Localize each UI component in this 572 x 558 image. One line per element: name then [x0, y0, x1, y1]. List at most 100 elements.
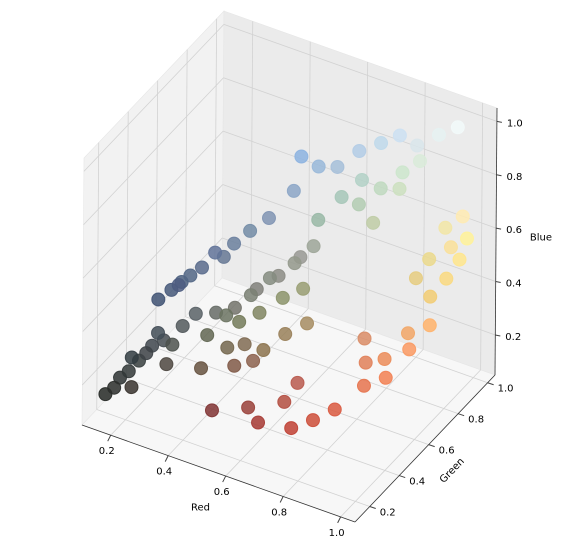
point: [395, 165, 410, 180]
point: [374, 136, 389, 151]
point: [366, 215, 381, 230]
point: [237, 337, 252, 352]
grid-line: [307, 41, 311, 309]
z-tick-label: 0.2: [505, 332, 521, 343]
x-tick: [164, 455, 169, 462]
point: [392, 128, 407, 143]
x-tick: [279, 496, 284, 503]
point: [431, 127, 446, 142]
point: [159, 357, 174, 372]
grid-line: [223, 23, 498, 122]
point: [296, 281, 311, 296]
point: [311, 159, 326, 174]
y-tick: [428, 444, 435, 448]
grid-line: [125, 111, 129, 379]
grid-line: [223, 77, 497, 176]
point: [357, 331, 372, 346]
point: [151, 292, 166, 307]
point: [378, 370, 393, 385]
grid-line: [214, 18, 218, 286]
axis-line: [354, 374, 496, 523]
point: [455, 209, 470, 224]
point: [246, 353, 261, 368]
point: [241, 400, 256, 415]
point: [290, 375, 305, 390]
point: [401, 326, 416, 341]
grid-line: [225, 328, 366, 477]
point: [219, 308, 234, 323]
z-tick: [496, 174, 502, 177]
x-tick: [222, 475, 227, 483]
point: [200, 328, 215, 343]
point: [356, 378, 371, 393]
point: [408, 271, 423, 286]
y-axis-label: Green: [438, 456, 467, 485]
x-tick-label: 0.6: [214, 487, 230, 498]
grid-line: [222, 184, 496, 282]
point: [124, 350, 139, 365]
grid-line: [422, 82, 426, 350]
point: [243, 288, 258, 303]
grid-line: [82, 184, 223, 332]
point: [121, 364, 136, 379]
x-tick-label: 0.2: [99, 446, 115, 457]
point: [402, 342, 417, 357]
point: [256, 343, 271, 358]
point: [278, 327, 293, 342]
point: [377, 351, 392, 366]
point: [188, 306, 203, 321]
point: [412, 154, 427, 169]
point: [354, 172, 369, 187]
point: [262, 271, 277, 286]
y-tick: [487, 382, 494, 386]
point: [373, 181, 388, 196]
point: [194, 361, 209, 376]
point: [422, 252, 437, 267]
point: [327, 402, 342, 417]
point: [183, 268, 198, 283]
point: [165, 337, 180, 352]
point: [352, 143, 367, 158]
y-tick-label: 1.0: [498, 384, 514, 395]
grid-line: [96, 142, 100, 410]
point: [351, 197, 366, 212]
point: [243, 223, 258, 238]
point: [311, 212, 326, 227]
point: [438, 220, 453, 235]
y-tick: [457, 413, 465, 417]
point: [459, 231, 474, 246]
point: [330, 159, 345, 174]
point: [220, 340, 235, 355]
grid-line: [282, 349, 424, 497]
axis-line: [81, 424, 356, 523]
point: [294, 149, 309, 164]
y-tick-label: 0.8: [468, 415, 484, 426]
grid-line: [365, 62, 369, 330]
z-tick: [496, 227, 502, 230]
z-axis-label: Blue: [530, 233, 552, 244]
point: [251, 415, 266, 430]
z-tick: [495, 281, 501, 284]
point: [261, 211, 276, 226]
grid-line: [185, 316, 459, 415]
y-tick-label: 0.4: [409, 477, 425, 488]
point: [171, 278, 186, 293]
point: [452, 252, 467, 267]
x-tick-label: 0.8: [271, 507, 287, 518]
point: [392, 181, 407, 196]
point: [151, 325, 166, 340]
point: [305, 413, 320, 428]
point: [208, 245, 223, 260]
point: [227, 358, 242, 373]
x-tick-label: 1.0: [329, 528, 345, 539]
z-tick: [496, 120, 502, 123]
point: [358, 355, 373, 370]
point: [450, 120, 465, 135]
point: [232, 314, 247, 329]
point: [306, 239, 321, 254]
grid-line: [83, 24, 225, 172]
z-tick-label: 0.8: [507, 172, 523, 183]
y-tick-label: 0.2: [380, 508, 396, 519]
grid-line: [250, 21, 254, 289]
